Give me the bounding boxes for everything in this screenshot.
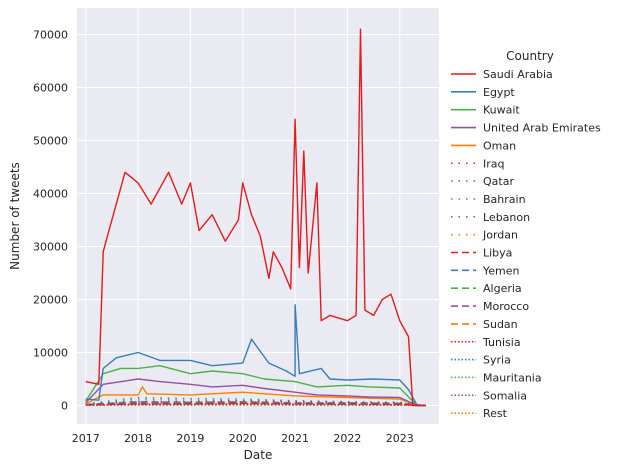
x-tick-label: 2019 — [176, 432, 204, 445]
series-line-saudi-arabia — [85, 28, 426, 407]
legend-label: Tunisia — [482, 336, 521, 349]
legend-label: Syria — [483, 354, 511, 367]
x-tick-label: 2023 — [386, 432, 414, 445]
y-tick-label: 20000 — [33, 293, 68, 306]
legend-label: Rest — [483, 407, 508, 420]
legend-label: Somalia — [483, 389, 527, 402]
legend-label: Mauritania — [483, 371, 542, 384]
series-line-egypt — [85, 304, 426, 407]
series-line-oman — [85, 386, 426, 407]
legend-label: Egypt — [483, 86, 515, 99]
legend-label: Kuwait — [483, 104, 520, 117]
x-tick-label: 2021 — [281, 432, 309, 445]
y-tick-label: 60000 — [33, 81, 68, 94]
legend-label: United Arab Emirates — [483, 122, 601, 135]
y-tick-label: 0 — [61, 399, 68, 412]
series-line-tunisia — [85, 403, 426, 407]
x-axis-label: Date — [244, 448, 273, 462]
legend-label: Libya — [483, 247, 512, 260]
series-line-bahrain — [85, 398, 426, 407]
x-axis-ticks: 2017 2018 2019 2020 2021 2022 2023 — [72, 432, 414, 445]
legend-label: Saudi Arabia — [483, 68, 553, 81]
y-tick-label: 10000 — [33, 346, 68, 359]
y-tick-label: 40000 — [33, 187, 68, 200]
x-tick-label: 2020 — [229, 432, 257, 445]
legend-label: Lebanon — [483, 211, 530, 224]
series-line-jordan — [85, 401, 426, 407]
legend-label: Oman — [483, 139, 516, 152]
y-axis-ticks: 0 10000 20000 30000 40000 50000 60000 70000 — [33, 28, 68, 412]
legend-label: Morocco — [483, 300, 529, 313]
x-tick-label: 2017 — [72, 432, 100, 445]
legend-label: Algeria — [483, 282, 522, 295]
series-line-united-arab-emirates — [85, 378, 426, 407]
series-lines — [85, 28, 426, 407]
y-tick-label: 50000 — [33, 134, 68, 147]
y-tick-label: 30000 — [33, 240, 68, 253]
legend: Country Saudi Arabia Egypt Kuwait United Ar… — [451, 49, 601, 420]
legend-label: Yemen — [482, 264, 520, 277]
x-tick-label: 2022 — [333, 432, 361, 445]
legend-label: Sudan — [483, 318, 518, 331]
series-line-lebanon — [85, 402, 426, 407]
y-tick-label: 70000 — [33, 28, 68, 41]
legend-label: Jordan — [482, 229, 518, 242]
series-line-iraq — [85, 400, 426, 407]
y-axis-label: Number of tweets — [8, 162, 22, 270]
plot-area — [77, 8, 439, 424]
legend-label: Bahrain — [483, 193, 526, 206]
legend-label: Iraq — [483, 157, 505, 170]
series-line-kuwait — [85, 365, 426, 407]
legend-label: Qatar — [483, 175, 514, 188]
x-tick-label: 2018 — [124, 432, 152, 445]
legend-title: Country — [506, 49, 554, 63]
